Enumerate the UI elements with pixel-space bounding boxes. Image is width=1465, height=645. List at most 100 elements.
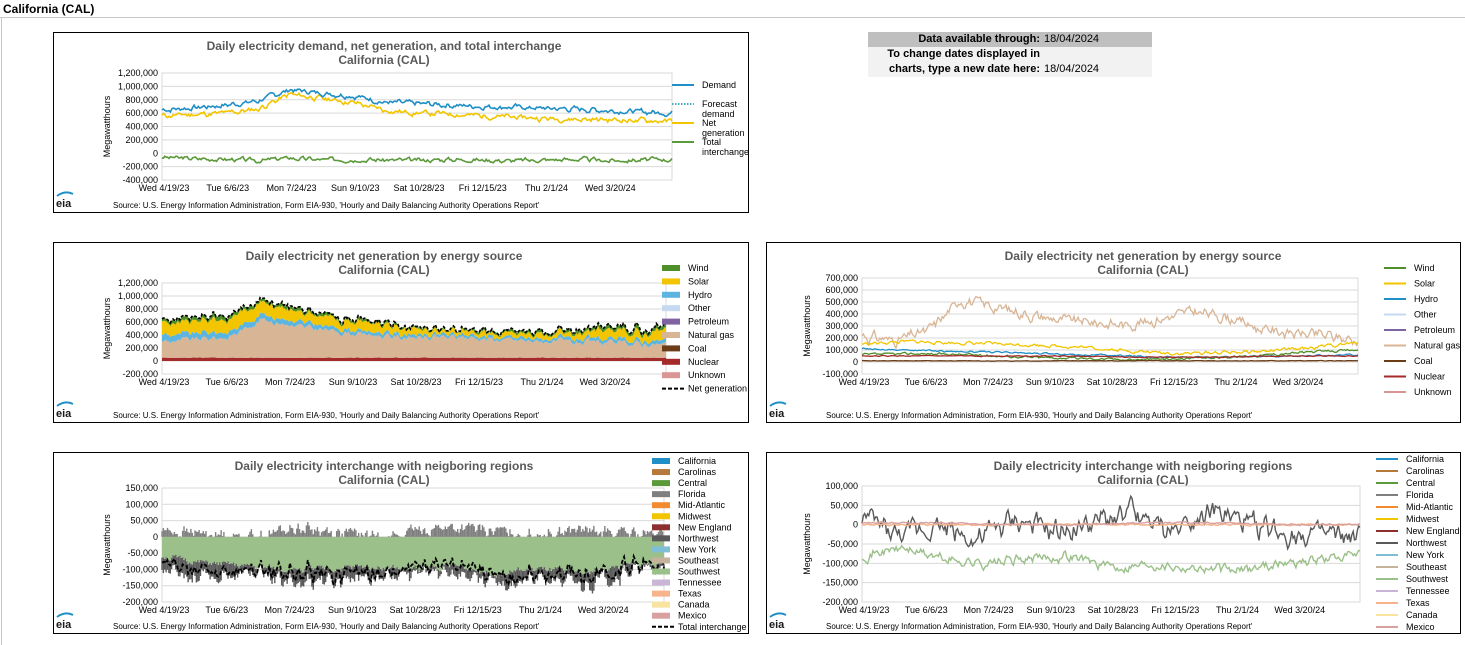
legend-swatch [662,318,680,325]
legend-item: Southeast [652,555,719,565]
legend-label: Demand [702,80,736,90]
x-tick-label: Wed 3/20/24 [578,605,629,615]
y-tick-label: -150,000 [822,578,858,588]
legend-item: California [1376,454,1444,464]
change-date-input[interactable]: 18/04/2024 [1044,63,1100,75]
legend-swatch [652,535,670,542]
source-note: Source: U.S. Energy Information Administ… [113,201,540,210]
legend-swatch [652,590,670,597]
net-generation-line [161,296,667,338]
legend-label: Natural gas [688,330,735,340]
coal-line [861,359,1359,362]
y-tick-label: 300,000 [825,321,858,331]
legend-label: Nuclear [688,357,719,367]
x-tick-label: Fri 12/15/23 [1150,377,1198,387]
x-tick-label: Wed 3/20/24 [580,377,631,387]
legend-item: Hydro [662,290,712,300]
chart-subtitle: California (CAL) [338,263,429,277]
x-tick-label: Mon 7/24/23 [265,377,315,387]
legend-label: Northwest [1406,538,1447,548]
wind-line [861,348,1359,362]
y-axis-label: Megawatthours [102,514,112,576]
x-tick-label: Mon 7/24/23 [963,377,1013,387]
y-tick-label: 600,000 [125,317,158,327]
legend-label: Other [1414,310,1437,320]
y-tick-label: -200,000 [122,597,158,607]
legend-label: Midwest [678,511,712,521]
legend-item: Hydro [1384,294,1438,304]
legend-item: Florida [652,489,706,499]
legend-label: Nuclear [1414,372,1445,382]
legend-item: Nuclear [662,357,719,367]
legend-label: Mid-Atlantic [1406,502,1454,512]
demand-line [161,88,673,118]
x-tick-label: Sun 9/10/23 [1026,605,1075,615]
legend-swatch [652,469,670,476]
data-available-label: Data available through: [918,33,1040,45]
legend-item: California [652,456,716,466]
legend-item: New York [1376,550,1445,560]
x-tick-label: Sat 10/28/23 [1087,605,1138,615]
legend-label: New York [1406,550,1445,560]
x-tick-label: Tue 6/6/23 [206,183,249,193]
chart-title: Daily electricity net generation by ener… [246,249,523,263]
legend-item: Southwest [1376,574,1449,584]
y-tick-label: 200,000 [125,343,158,353]
y-tick-label: 1,200,000 [118,68,158,78]
legend-item: Canada [1376,610,1438,620]
legend-swatch [662,332,680,338]
legend-item: Unknown [662,370,726,380]
legend-label: Total [702,137,721,147]
chart-subtitle: California (CAL) [338,53,429,67]
x-tick-label: Wed 4/19/23 [139,183,190,193]
legend-item: Midwest [652,511,712,521]
chart-svg: Daily electricity interchange with neigb… [769,454,1460,632]
x-tick-label: Tue 6/6/23 [205,605,248,615]
chart-generation-stacked-panel: Daily electricity net generation by ener… [53,242,749,423]
legend-item: New York [652,544,717,554]
y-tick-label: 400,000 [125,330,158,340]
chart-svg: Daily electricity net generation by ener… [769,249,1460,420]
legend-item: Southwest [652,567,721,577]
x-tick-label: Thu 2/1/24 [1214,377,1257,387]
legend-item: New England [652,522,732,532]
legend-label: Florida [1406,490,1434,500]
legend-swatch [662,305,680,312]
legend-item: New England [1376,526,1460,536]
eia-logo: eia [769,619,785,631]
legend-label: Canada [1406,610,1438,620]
y-tick-label: 0 [853,520,858,530]
legend-label: Southeast [678,555,719,565]
eia-logo: eia [769,408,785,420]
y-tick-label: 150,000 [125,483,158,493]
legend-label: Solar [1414,279,1435,289]
y-tick-label: 800,000 [125,304,158,314]
y-tick-label: 700,000 [825,273,858,283]
legend-item: Midwest [1376,514,1440,524]
source-note: Source: U.S. Energy Information Administ… [826,411,1253,420]
source-note: Source: U.S. Energy Information Administ… [113,622,540,631]
y-tick-label: -50,000 [127,548,158,558]
legend-label: Net [702,118,717,128]
y-tick-label: 1,000,000 [118,81,158,91]
chart-title: Daily electricity demand, net generation… [207,39,562,53]
legend-item: Total interchange [652,622,747,632]
x-tick-label: Fri 12/15/23 [455,377,503,387]
legend-swatch [652,568,670,575]
legend-label: Coal [1414,356,1433,366]
legend-label: Carolinas [678,467,717,477]
x-tick-label: Sun 9/10/23 [329,377,378,387]
legend-label: Net generation [688,384,747,394]
legend-item: Central [1376,478,1435,488]
y-tick-label: 0 [853,357,858,367]
legend-swatch [652,579,670,586]
x-tick-label: Sat 10/28/23 [390,377,441,387]
legend-label: New England [1406,526,1460,536]
legend-label: interchange [702,147,748,157]
legend-item: Wind [662,263,709,273]
chart-svg: Daily electricity net generation by ener… [56,249,747,420]
eia-logo-arc [56,612,74,618]
eia-logo: eia [56,198,72,210]
legend-item: Florida [1376,490,1434,500]
